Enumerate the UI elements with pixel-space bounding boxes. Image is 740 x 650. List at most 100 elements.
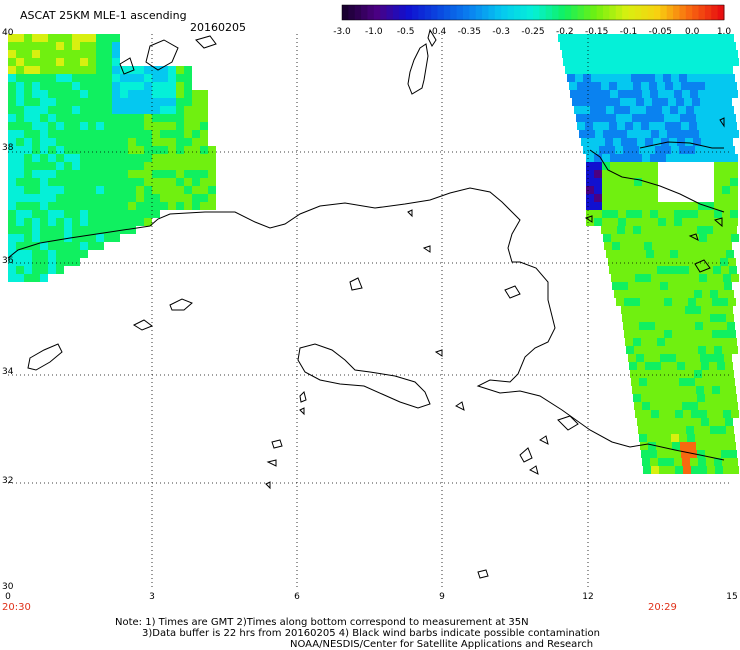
colorbar-label: -0.05 bbox=[648, 27, 672, 37]
swath-pixel bbox=[640, 386, 648, 394]
swath-pixel bbox=[634, 346, 642, 354]
colorbar-segment bbox=[615, 5, 623, 20]
swath-pixel bbox=[648, 114, 656, 122]
swath-pixel bbox=[72, 58, 80, 66]
swath-pixel bbox=[56, 138, 64, 146]
swath-pixel bbox=[176, 138, 184, 146]
swath-pixel bbox=[696, 330, 704, 338]
swath-pixel bbox=[616, 258, 624, 266]
swath-pixel bbox=[674, 218, 682, 226]
swath-pixel bbox=[56, 146, 64, 154]
swath-pixel bbox=[728, 114, 736, 122]
swath-pixel bbox=[8, 178, 16, 186]
y-tick-label: 38 bbox=[2, 143, 14, 153]
swath-pixel bbox=[707, 466, 715, 474]
swath-pixel bbox=[688, 330, 696, 338]
swath-pixel bbox=[683, 130, 691, 138]
swath-pixel bbox=[673, 338, 681, 346]
swath-pixel bbox=[640, 442, 648, 450]
swath-pixel bbox=[602, 210, 610, 218]
swath-pixel bbox=[686, 370, 694, 378]
swath-pixel bbox=[168, 90, 176, 98]
swath-pixel bbox=[168, 114, 176, 122]
colorbar-segment bbox=[501, 5, 509, 20]
swath-pixel bbox=[660, 354, 668, 362]
swath-pixel bbox=[610, 162, 618, 170]
swath-pixel bbox=[641, 226, 649, 234]
colorbar-segment bbox=[704, 5, 712, 20]
x-tick-label: 15 bbox=[726, 592, 738, 602]
swath-pixel bbox=[168, 106, 176, 114]
swath-pixel bbox=[32, 90, 40, 98]
swath-pixel bbox=[32, 218, 40, 226]
swath-pixel bbox=[716, 354, 724, 362]
swath-pixel bbox=[642, 90, 650, 98]
swath-pixel bbox=[80, 186, 88, 194]
swath-pixel bbox=[184, 162, 192, 170]
swath-pixel bbox=[32, 50, 40, 58]
swath-pixel bbox=[40, 122, 48, 130]
swath-pixel bbox=[602, 194, 610, 202]
swath-pixel bbox=[720, 330, 728, 338]
swath-pixel bbox=[40, 234, 48, 242]
colorbar-segment bbox=[418, 5, 426, 20]
swath-pixel bbox=[128, 194, 136, 202]
swath-pixel bbox=[692, 354, 700, 362]
swath-pixel bbox=[64, 58, 72, 66]
swath-pixel bbox=[722, 346, 730, 354]
swath-pixel bbox=[88, 130, 96, 138]
swath-pixel bbox=[72, 34, 80, 42]
swath-pixel bbox=[578, 50, 586, 58]
swath-pixel bbox=[655, 434, 663, 442]
swath-pixel bbox=[653, 306, 661, 314]
swath-pixel bbox=[721, 338, 729, 346]
swath-pixel bbox=[80, 234, 88, 242]
swath-pixel bbox=[694, 34, 702, 42]
swath-pixel bbox=[192, 154, 200, 162]
swath-pixel bbox=[610, 170, 618, 178]
swath-pixel bbox=[16, 186, 24, 194]
swath-pixel bbox=[706, 50, 714, 58]
colorbar-segment bbox=[564, 5, 572, 20]
swath-pixel bbox=[32, 234, 40, 242]
swath-pixel bbox=[718, 106, 726, 114]
swath-pixel bbox=[80, 170, 88, 178]
swath-pixel bbox=[679, 146, 687, 154]
swath-pixel bbox=[610, 50, 618, 58]
colorbar-segment bbox=[628, 5, 636, 20]
swath-pixel bbox=[651, 130, 659, 138]
swath-pixel bbox=[688, 42, 696, 50]
swath-pixel bbox=[617, 266, 625, 274]
swath-pixel bbox=[658, 154, 666, 162]
swath-pixel bbox=[120, 146, 128, 154]
swath-pixel bbox=[80, 162, 88, 170]
swath-pixel bbox=[184, 74, 192, 82]
swath-pixel bbox=[692, 98, 700, 106]
swath-pixel bbox=[580, 98, 588, 106]
swath-pixel bbox=[112, 234, 120, 242]
swath-pixel bbox=[56, 82, 64, 90]
colorbar-segment bbox=[653, 5, 661, 20]
swath-pixel bbox=[709, 306, 717, 314]
swath-pixel bbox=[8, 122, 16, 130]
swath-pixel bbox=[729, 266, 737, 274]
swath-pixel bbox=[689, 394, 697, 402]
swath-pixel bbox=[657, 122, 665, 130]
swath-pixel bbox=[200, 202, 208, 210]
swath-pixel bbox=[684, 242, 692, 250]
swath-pixel bbox=[32, 138, 40, 146]
swath-pixel bbox=[650, 458, 658, 466]
x-tick-label: 3 bbox=[149, 592, 155, 602]
swath-pixel bbox=[645, 418, 653, 426]
colorbar-segment bbox=[456, 5, 464, 20]
swath-pixel bbox=[144, 186, 152, 194]
swath-pixel bbox=[64, 130, 72, 138]
swath-pixel bbox=[610, 186, 618, 194]
colorbar-segment bbox=[526, 5, 534, 20]
swath-pixel bbox=[72, 130, 80, 138]
swath-pixel bbox=[643, 130, 651, 138]
swath-pixel bbox=[569, 82, 577, 90]
swath-pixel bbox=[682, 50, 690, 58]
swath-pixel bbox=[629, 66, 637, 74]
swath-pixel bbox=[72, 146, 80, 154]
